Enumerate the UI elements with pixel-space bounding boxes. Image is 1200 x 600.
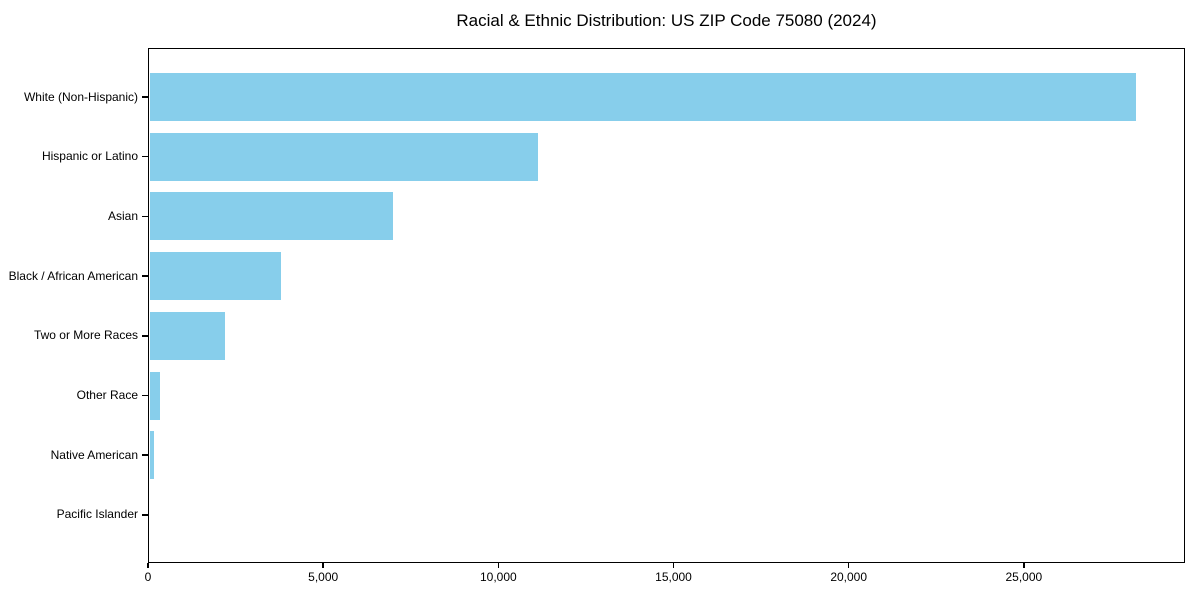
- y-axis-tick: [142, 335, 148, 337]
- x-axis-tick: [147, 563, 149, 568]
- x-axis-tick: [847, 563, 850, 568]
- y-tick-label: Pacific Islander: [56, 507, 138, 522]
- y-axis-tick: [142, 96, 148, 98]
- x-tick-label: 5,000: [308, 570, 339, 584]
- x-tick-label: 10,000: [479, 570, 517, 584]
- y-tick-label: Two or More Races: [33, 328, 138, 343]
- y-axis-tick: [142, 394, 148, 397]
- x-tick-label: 25,000: [1005, 570, 1043, 584]
- y-tick-label: Native American: [50, 447, 138, 462]
- y-axis-tick: [142, 155, 148, 158]
- bar: [149, 371, 160, 420]
- x-tick-label: 0: [144, 570, 152, 584]
- y-axis-tick: [142, 514, 148, 516]
- x-axis-tick: [1023, 563, 1025, 568]
- x-axis-tick: [497, 563, 500, 568]
- y-axis-tick: [142, 275, 148, 277]
- bar: [149, 431, 154, 480]
- chart-title: Racial & Ethnic Distribution: US ZIP Cod…: [456, 11, 877, 30]
- x-tick-label: 20,000: [830, 570, 868, 584]
- y-axis-tick: [142, 454, 148, 456]
- y-tick-label: Asian: [107, 208, 138, 223]
- x-tick-label: 15,000: [655, 570, 692, 584]
- y-tick-label: Other Race: [76, 388, 138, 402]
- bar: [149, 132, 538, 181]
- bar: [149, 73, 1136, 121]
- y-axis-tick: [142, 215, 148, 218]
- y-tick-label: Hispanic or Latino: [41, 149, 138, 164]
- plot-area: [148, 48, 1185, 563]
- bar: [149, 252, 282, 301]
- y-tick-label: Black / African American: [8, 268, 138, 283]
- y-tick-label: White (Non-Hispanic): [23, 89, 138, 104]
- x-axis-tick: [322, 563, 324, 568]
- bar: [149, 192, 393, 241]
- bar: [149, 311, 226, 360]
- x-axis-tick: [672, 563, 675, 568]
